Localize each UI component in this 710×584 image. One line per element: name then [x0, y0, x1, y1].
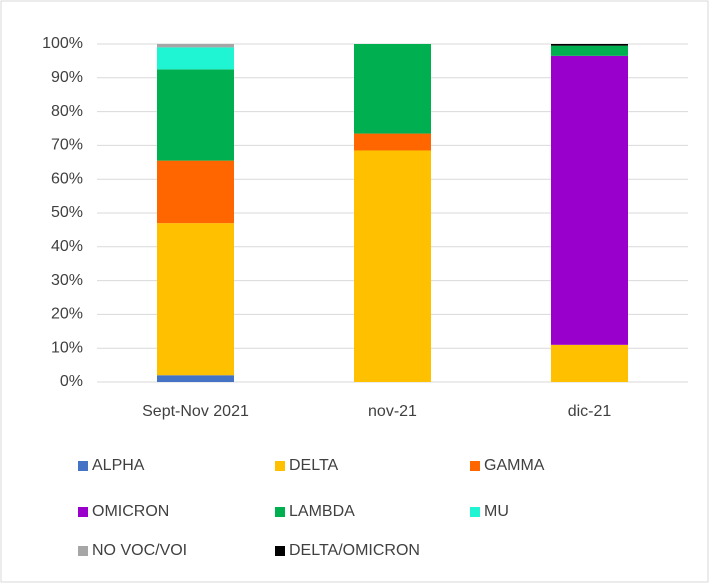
legend-swatch — [78, 507, 88, 517]
legend-label: OMICRON — [92, 503, 169, 520]
legend-label: NO VOC/VOI — [92, 542, 187, 559]
bar-segment — [157, 375, 234, 382]
y-tick-label: 80% — [51, 103, 83, 120]
legend-swatch — [470, 507, 480, 517]
bar-segment — [354, 150, 431, 382]
x-tick-label: Sept-Nov 2021 — [142, 403, 249, 420]
legend-swatch — [275, 507, 285, 517]
y-tick-label: 60% — [51, 170, 83, 187]
legend-label: LAMBDA — [289, 503, 355, 520]
bar-segment — [157, 223, 234, 376]
y-tick-label: 20% — [51, 306, 83, 323]
bar-segment — [551, 45, 628, 56]
bar-segment — [551, 55, 628, 345]
y-tick-label: 10% — [51, 339, 83, 356]
legend-swatch — [78, 546, 88, 556]
y-tick-label: 50% — [51, 204, 83, 221]
y-tick-label: 90% — [51, 69, 83, 86]
bar-segment — [551, 344, 628, 382]
bar-segment — [354, 44, 431, 134]
bar-segment — [157, 160, 234, 224]
legend-label: DELTA/OMICRON — [289, 542, 420, 559]
bar-segment — [157, 47, 234, 70]
legend-label: MU — [484, 503, 509, 520]
legend-label: ALPHA — [92, 457, 145, 474]
x-tick-label: dic-21 — [568, 403, 612, 420]
legend-swatch — [78, 461, 88, 471]
legend-label: DELTA — [289, 457, 339, 474]
y-tick-label: 0% — [60, 373, 83, 390]
bar-segment — [157, 69, 234, 161]
bar-segment — [551, 44, 628, 46]
legend-swatch — [470, 461, 480, 471]
x-tick-label: nov-21 — [368, 403, 417, 420]
y-tick-label: 40% — [51, 238, 83, 255]
y-tick-label: 100% — [42, 35, 83, 52]
bar-segment — [157, 44, 234, 48]
legend-swatch — [275, 461, 285, 471]
legend-label: GAMMA — [484, 457, 545, 474]
bar-segment — [354, 133, 431, 151]
y-tick-label: 70% — [51, 137, 83, 154]
legend-swatch — [275, 546, 285, 556]
y-tick-label: 30% — [51, 272, 83, 289]
